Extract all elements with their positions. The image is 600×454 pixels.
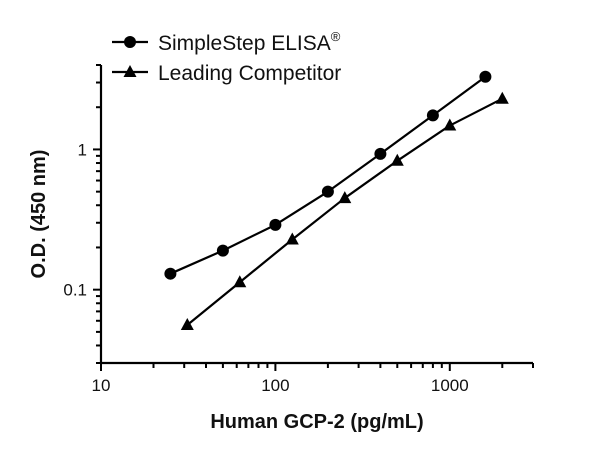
x-axis-title: Human GCP-2 (pg/mL) [210, 411, 423, 433]
y-tick-label: 1 [78, 140, 87, 159]
series-simplestep [164, 70, 492, 280]
data-point-triangle [233, 275, 247, 288]
y-axis-title: O.D. (450 nm) [28, 150, 50, 279]
legend-label-simplestep: SimpleStep ELISA® [158, 29, 341, 55]
axes [99, 65, 533, 365]
data-point-triangle [443, 118, 457, 131]
legend-label-competitor: Leading Competitor [158, 62, 341, 85]
data-point-circle [321, 185, 334, 198]
series [164, 70, 509, 330]
data-point-circle [479, 70, 492, 83]
data-point-triangle [180, 317, 194, 330]
legend-item-competitor: Leading Competitor [112, 62, 341, 85]
x-tick-label: 100 [261, 376, 289, 395]
data-point-circle [216, 244, 229, 257]
data-point-triangle [390, 153, 404, 166]
y-tick-labels: 0.11 [63, 140, 87, 299]
tick-marks [93, 64, 534, 371]
data-point-circle [269, 218, 282, 231]
x-tick-label: 1000 [431, 376, 469, 395]
data-point-triangle [495, 91, 509, 104]
series-line [169, 75, 487, 275]
legend: SimpleStep ELISA® Leading Competitor [112, 29, 341, 85]
series-competitor [180, 91, 509, 330]
data-point-triangle [338, 191, 352, 204]
x-tick-label: 10 [92, 376, 111, 395]
legend-marker-circle [124, 36, 136, 48]
legend-marker-triangle [123, 65, 137, 77]
y-tick-label: 0.1 [63, 281, 87, 300]
data-point-circle [374, 147, 387, 160]
x-tick-labels: 10 100 1000 [92, 376, 469, 395]
series-line [186, 97, 503, 326]
data-point-circle [164, 267, 177, 280]
data-point-triangle [285, 232, 299, 245]
data-point-circle [426, 109, 439, 122]
legend-item-simplestep: SimpleStep ELISA® [112, 29, 341, 55]
